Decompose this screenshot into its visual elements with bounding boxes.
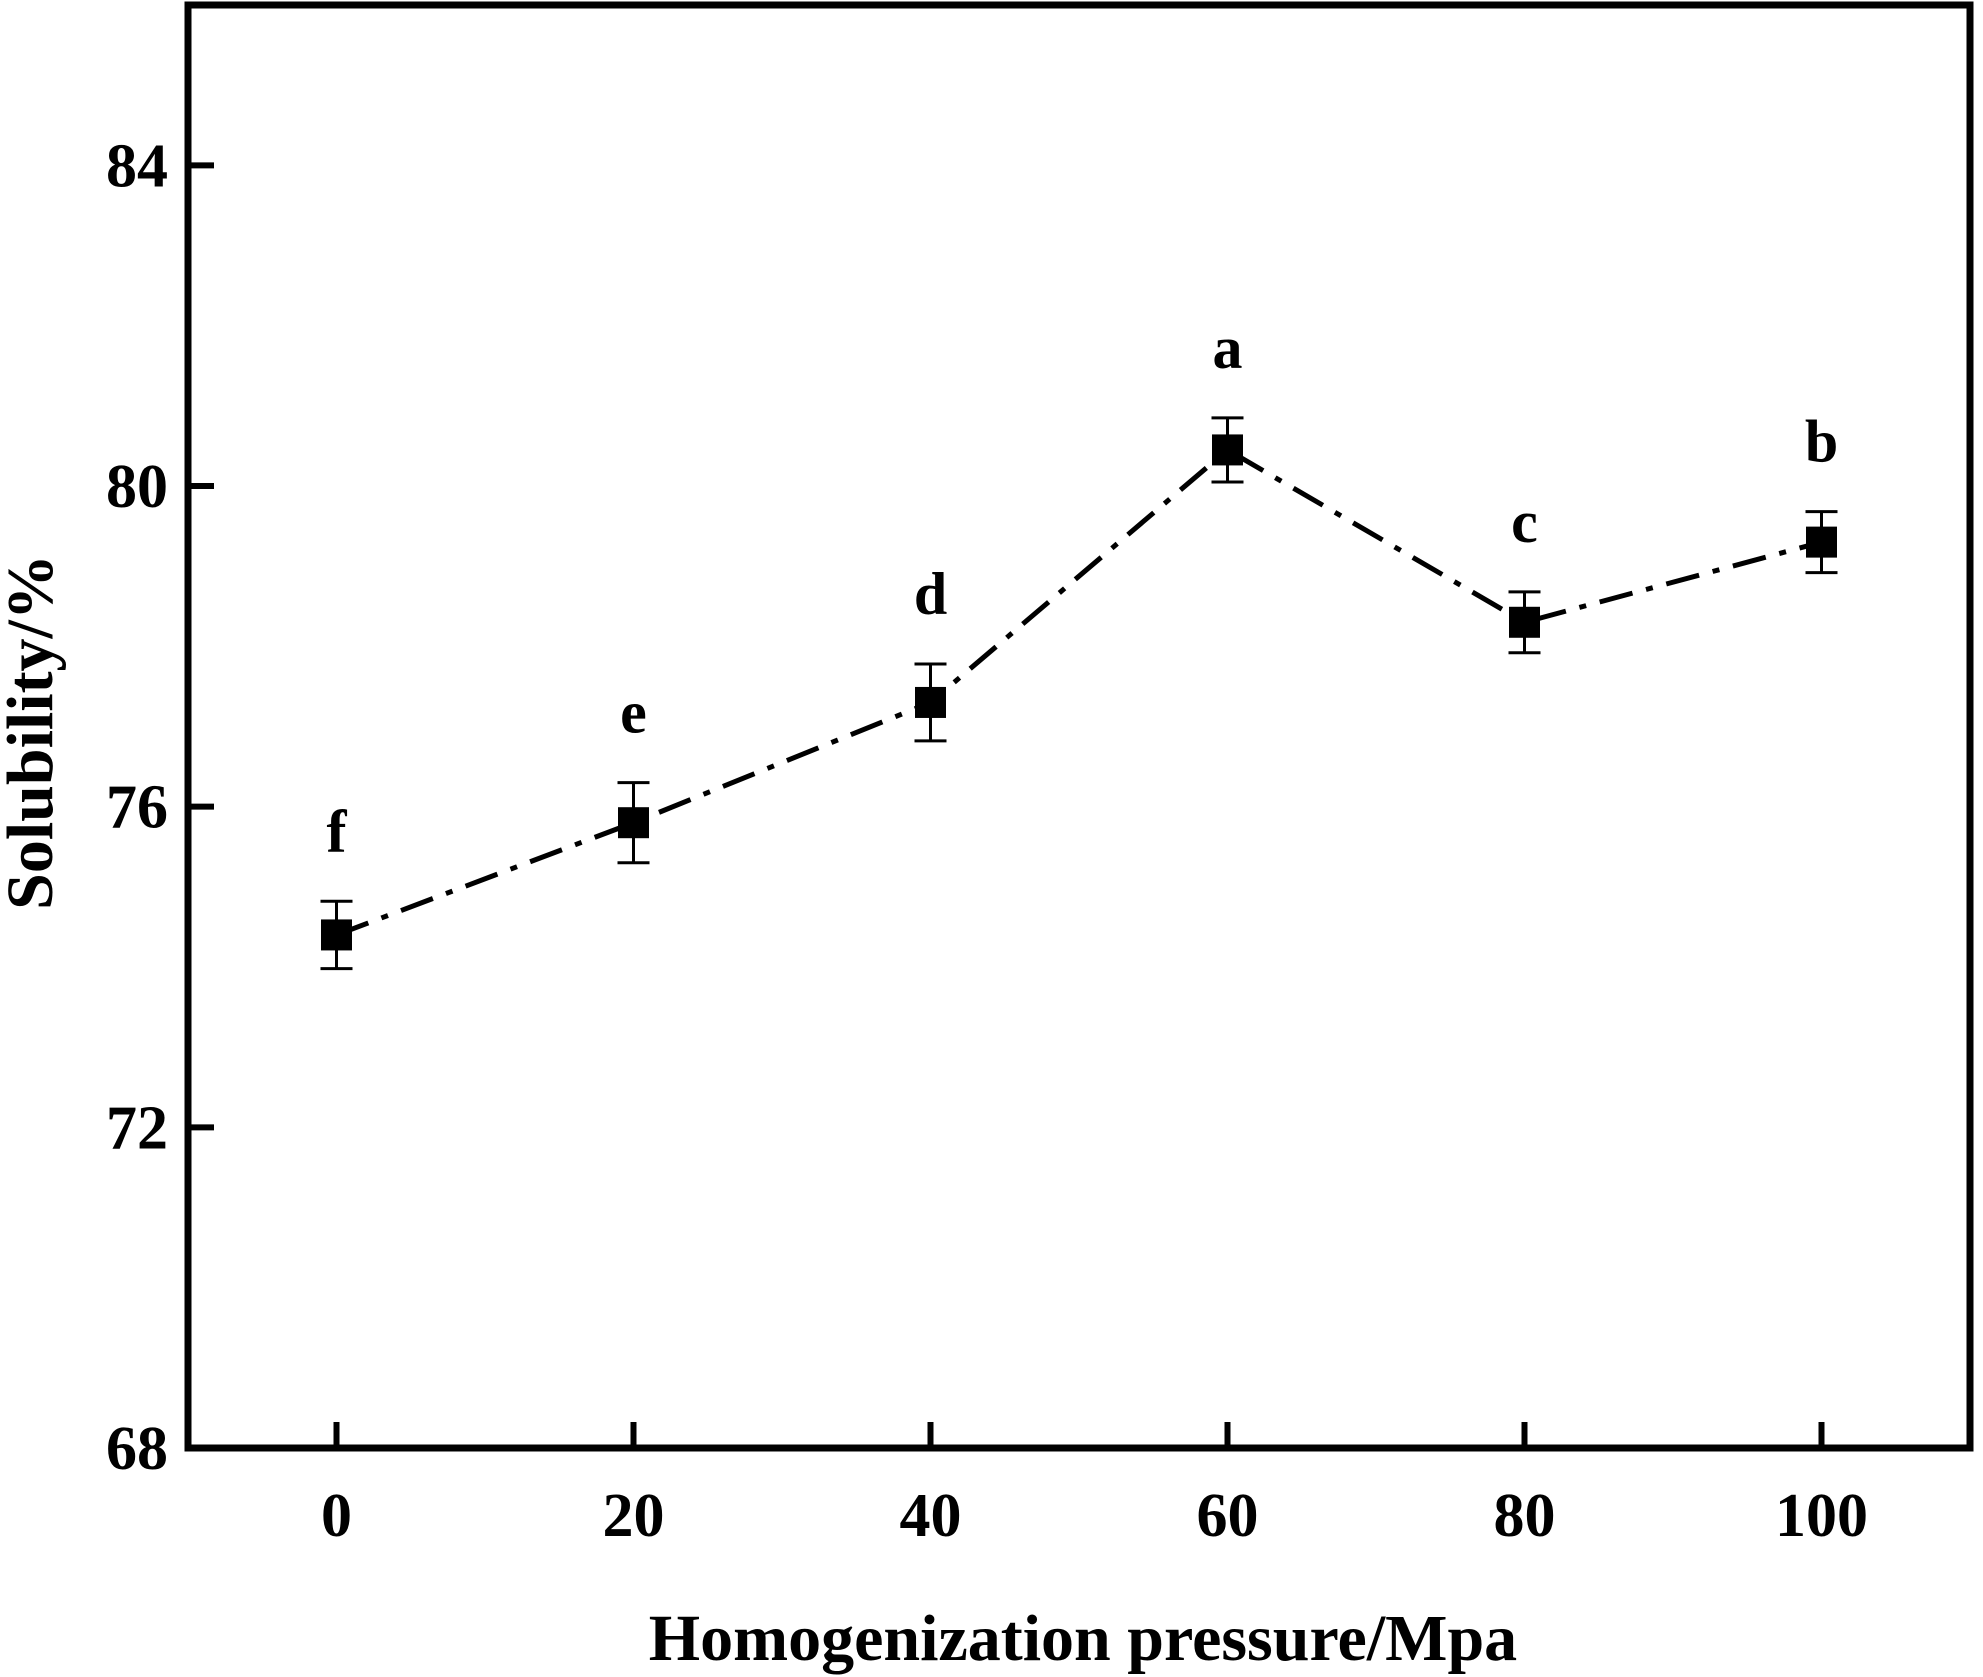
significance-labels: f e d a c b [327,315,1839,864]
data-point [915,686,946,718]
data-series [320,416,1838,971]
significance-label: e [620,680,647,746]
x-tick-label: 40 [900,1482,962,1550]
plot-border [184,1,1974,1452]
data-point [1212,434,1243,466]
significance-label: a [1213,315,1243,381]
data-point [1509,606,1540,638]
significance-label: b [1805,409,1838,475]
x-tick-label: 100 [1775,1482,1868,1550]
data-point [321,919,352,951]
x-tick-label: 60 [1197,1482,1259,1550]
x-tick-label: 80 [1494,1482,1556,1550]
y-axis-title: Solubility/% [0,554,67,910]
x-tick-label: 20 [603,1482,665,1550]
data-point [1806,526,1837,558]
data-point [618,807,649,839]
y-axis-ticks: 68 72 76 80 84 [106,132,214,1483]
significance-label: f [327,798,348,864]
y-tick-label: 84 [106,132,168,200]
y-tick-label: 72 [106,1094,168,1162]
x-tick-label: 0 [321,1482,352,1550]
x-axis-ticks: 0 20 40 60 80 100 [321,1422,1868,1550]
y-tick-label: 68 [106,1415,168,1483]
plot-frame [184,1,1974,1452]
series-line [335,446,1823,938]
y-tick-label: 80 [106,453,168,521]
y-tick-label: 76 [106,774,168,842]
significance-label: c [1511,489,1538,555]
significance-label: d [914,561,947,627]
x-axis-title: Homogenization pressure/Mpa [649,1602,1517,1675]
